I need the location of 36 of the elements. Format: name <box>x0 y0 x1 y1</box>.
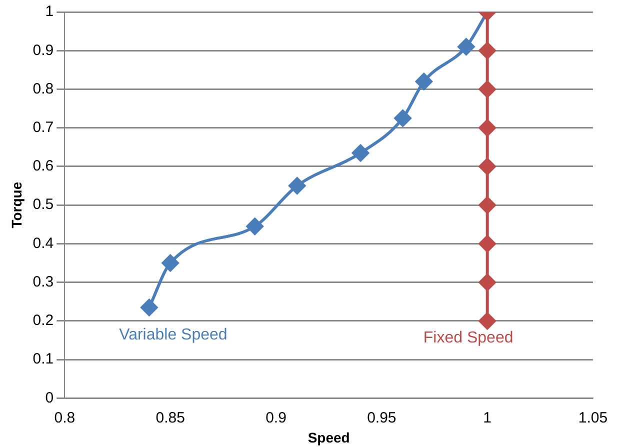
y-axis-title: Torque <box>8 182 24 228</box>
x-tick-label: 0.85 <box>156 409 185 426</box>
point <box>458 38 475 56</box>
series-label: Variable Speed <box>119 326 228 344</box>
y-tick-label: 0.2 <box>32 312 54 330</box>
point <box>394 110 412 127</box>
y-tick-label: 0.8 <box>32 80 54 98</box>
x-axis-title: Speed <box>308 429 350 446</box>
point <box>246 218 264 235</box>
point <box>288 177 306 194</box>
point <box>140 298 158 316</box>
x-tick-label: 1 <box>483 409 492 426</box>
y-tick-label: 0.4 <box>32 234 54 252</box>
point <box>415 73 432 90</box>
y-tick-label: 0.3 <box>32 273 54 290</box>
point <box>478 235 496 252</box>
x-tick-label: 0.95 <box>367 409 396 426</box>
point <box>478 80 496 98</box>
point <box>352 144 370 162</box>
point <box>478 119 496 136</box>
point <box>478 312 496 330</box>
y-tick-label: 0 <box>45 389 54 406</box>
y-tick-label: 0.9 <box>32 42 54 59</box>
y-tick-label: 0.7 <box>32 119 54 136</box>
point <box>162 254 179 272</box>
point <box>478 274 496 291</box>
series-label: Fixed Speed <box>423 330 514 347</box>
y-tick-label: 0.1 <box>32 350 54 368</box>
x-tick-label: 1.05 <box>578 409 608 426</box>
y-tick-label: 0.5 <box>32 196 54 214</box>
y-tick-label: 1 <box>45 3 54 20</box>
y-tick-label: 0.6 <box>32 158 54 175</box>
x-tick-label: 0.9 <box>266 409 286 426</box>
point <box>478 196 496 214</box>
point <box>478 158 496 175</box>
point <box>478 42 496 60</box>
